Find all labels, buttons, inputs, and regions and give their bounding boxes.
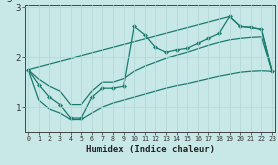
X-axis label: Humidex (Indice chaleur): Humidex (Indice chaleur) — [86, 145, 215, 154]
Text: 3: 3 — [6, 0, 11, 4]
